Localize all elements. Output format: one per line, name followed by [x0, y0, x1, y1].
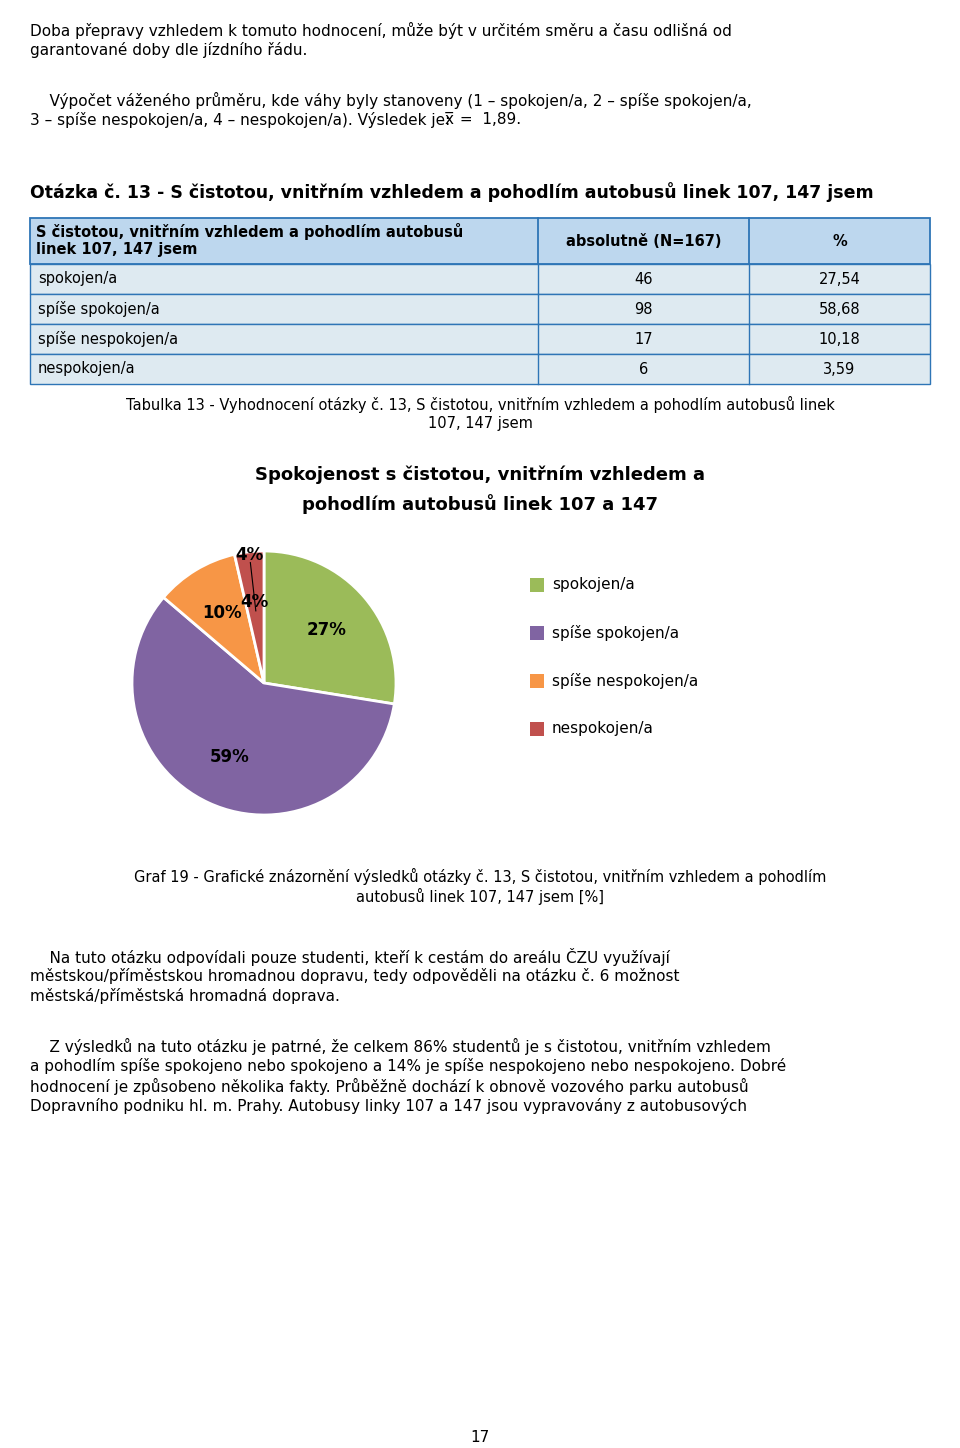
FancyBboxPatch shape: [30, 219, 930, 264]
Text: %: %: [832, 233, 847, 249]
Text: Z výsledků na tuto otázku je patrné, že celkem 86% studentů je s čistotou, vnitř: Z výsledků na tuto otázku je patrné, že …: [30, 1038, 771, 1056]
Text: 27%: 27%: [306, 621, 347, 639]
Text: 27,54: 27,54: [819, 272, 860, 287]
Text: Doba přepravy vzhledem k tomuto hodnocení, může být v určitém směru a času odliš: Doba přepravy vzhledem k tomuto hodnocen…: [30, 22, 732, 39]
Text: garantované doby dle jízdního řádu.: garantované doby dle jízdního řádu.: [30, 42, 307, 58]
Text: 6: 6: [638, 362, 648, 376]
Wedge shape: [234, 552, 264, 683]
Text: 10,18: 10,18: [819, 332, 860, 346]
Text: spokojen/a: spokojen/a: [38, 272, 117, 287]
Text: 17: 17: [635, 332, 653, 346]
Text: absolutně (N=167): absolutně (N=167): [565, 233, 721, 249]
Text: 3,59: 3,59: [824, 362, 855, 376]
Text: 3 – spíše nespokojen/a, 4 – nespokojen/a). Výsledek je:: 3 – spíše nespokojen/a, 4 – nespokojen/a…: [30, 111, 460, 127]
Text: Výpočet váženého průměru, kde váhy byly stanoveny (1 – spokojen/a, 2 – spíše spo: Výpočet váženého průměru, kde váhy byly …: [30, 93, 752, 109]
Text: 107, 147 jsem: 107, 147 jsem: [427, 416, 533, 432]
Text: 4%: 4%: [241, 592, 269, 611]
FancyBboxPatch shape: [30, 353, 930, 384]
Text: x̅: x̅: [445, 111, 454, 127]
Text: S čistotou, vnitřním vzhledem a pohodlím autobusů
linek 107, 147 jsem: S čistotou, vnitřním vzhledem a pohodlím…: [36, 223, 464, 258]
Text: hodnocení je způsobeno několika fakty. Průběžně dochází k obnově vozového parku : hodnocení je způsobeno několika fakty. P…: [30, 1077, 749, 1095]
Text: Tabulka 13 - Vyhodnocení otázky č. 13, S čistotou, vnitřním vzhledem a pohodlím : Tabulka 13 - Vyhodnocení otázky č. 13, S…: [126, 395, 834, 413]
FancyBboxPatch shape: [530, 626, 544, 640]
FancyBboxPatch shape: [530, 578, 544, 592]
Text: 58,68: 58,68: [819, 301, 860, 317]
Text: Na tuto otázku odpovídali pouze studenti, kteří k cestám do areálu ČZU využívají: Na tuto otázku odpovídali pouze studenti…: [30, 948, 670, 966]
Wedge shape: [264, 552, 396, 704]
Text: 98: 98: [635, 301, 653, 317]
Wedge shape: [163, 555, 264, 683]
FancyBboxPatch shape: [530, 673, 544, 688]
Text: nespokojen/a: nespokojen/a: [552, 721, 654, 737]
Wedge shape: [132, 598, 395, 815]
Text: 10%: 10%: [202, 604, 241, 623]
Text: pohodlím autobusů linek 107 a 147: pohodlím autobusů linek 107 a 147: [302, 494, 658, 514]
Text: 46: 46: [635, 272, 653, 287]
Text: spokojen/a: spokojen/a: [552, 578, 635, 592]
FancyBboxPatch shape: [30, 294, 930, 324]
Text: autobusů linek 107, 147 jsem [%]: autobusů linek 107, 147 jsem [%]: [356, 888, 604, 905]
Text: spíše nespokojen/a: spíše nespokojen/a: [552, 673, 698, 689]
Text: 17: 17: [470, 1431, 490, 1445]
Text: 4%: 4%: [235, 546, 264, 563]
FancyBboxPatch shape: [30, 264, 930, 294]
Text: Dopravního podniku hl. m. Prahy. Autobusy linky 107 a 147 jsou vypravovány z aut: Dopravního podniku hl. m. Prahy. Autobus…: [30, 1098, 747, 1114]
Text: Graf 19 - Grafické znázornění výsledků otázky č. 13, S čistotou, vnitřním vzhled: Graf 19 - Grafické znázornění výsledků o…: [133, 867, 827, 885]
Text: městská/příměstská hromadná doprava.: městská/příměstská hromadná doprava.: [30, 988, 340, 1003]
Text: nespokojen/a: nespokojen/a: [38, 362, 135, 376]
Text: spíše nespokojen/a: spíše nespokojen/a: [38, 332, 179, 348]
Text: spíše spokojen/a: spíše spokojen/a: [552, 626, 679, 641]
Text: 59%: 59%: [210, 749, 250, 766]
Text: a pohodlím spíše spokojeno nebo spokojeno a 14% je spíše nespokojeno nebo nespok: a pohodlím spíše spokojeno nebo spokojen…: [30, 1058, 786, 1074]
Text: městskou/příměstskou hromadnou dopravu, tedy odpověděli na otázku č. 6 možnost: městskou/příměstskou hromadnou dopravu, …: [30, 969, 680, 985]
Text: Spokojenost s čistotou, vnitřním vzhledem a: Spokojenost s čistotou, vnitřním vzhlede…: [255, 466, 705, 485]
Text: Otázka č. 13 - S čistotou, vnitřním vzhledem a pohodlím autobusů linek 107, 147 : Otázka č. 13 - S čistotou, vnitřním vzhl…: [30, 182, 874, 201]
Text: =  1,89.: = 1,89.: [455, 111, 521, 127]
FancyBboxPatch shape: [30, 324, 930, 353]
FancyBboxPatch shape: [530, 723, 544, 736]
Text: spíše spokojen/a: spíše spokojen/a: [38, 301, 159, 317]
